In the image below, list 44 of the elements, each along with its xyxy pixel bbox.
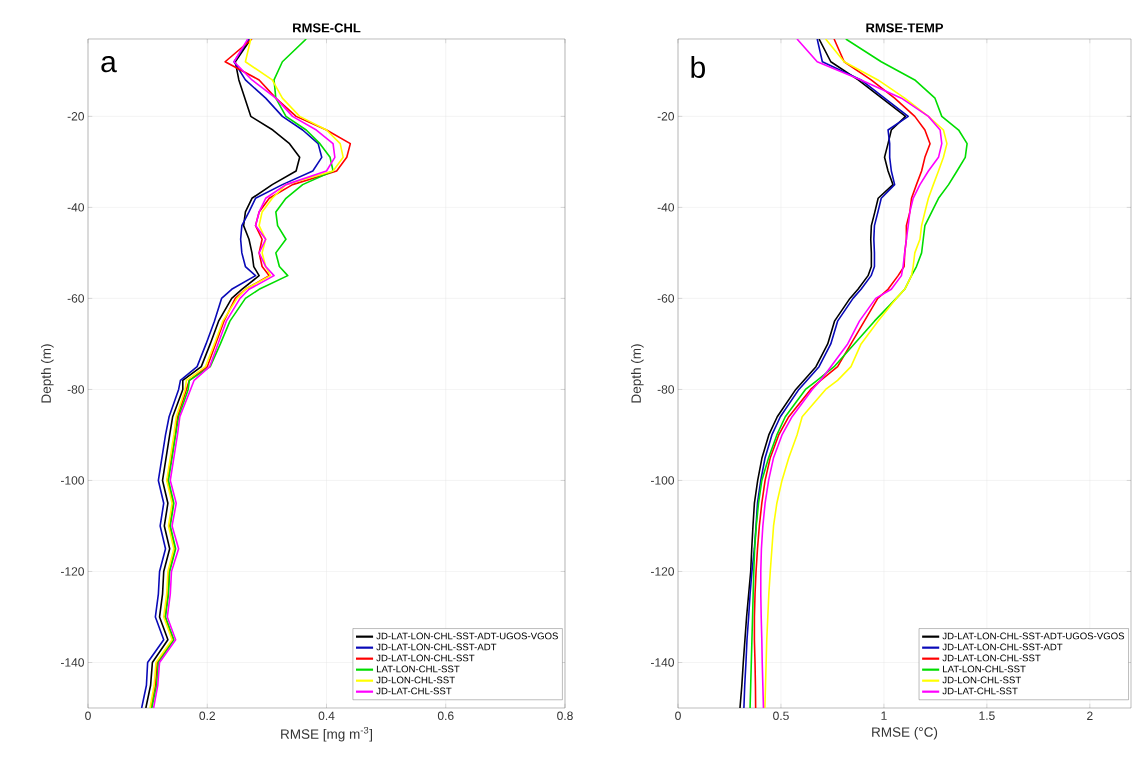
x-tick-label: 0.6 [437, 711, 454, 721]
x-axis-title: RMSE [mg m$^{-3}$] [281, 726, 372, 742]
y-tick-label: -80 [657, 385, 675, 394]
y-tick-label: -60 [657, 294, 675, 303]
chart-title: RMSE-TEMP [866, 23, 944, 33]
chart-title: RMSE-CHL [293, 23, 361, 33]
y-tick-label: -80 [67, 385, 84, 394]
y-tick-label: -20 [67, 112, 84, 121]
annotation: b [691, 55, 705, 78]
legend-label: JD-LAT-CHL-SST [942, 687, 1018, 695]
legend-label: LAT-LON-CHL-SST [943, 665, 1026, 673]
legend-label: JD-LAT-LON-CHL-SST-ADT-UGOS-VGOS [376, 632, 558, 640]
x-tick-label: 0.4 [318, 711, 335, 721]
y-tick-label: -120 [650, 567, 675, 576]
x-tick-label: 0 [85, 711, 91, 721]
y-tick-label: -40 [657, 203, 675, 212]
y-tick-label: -120 [60, 567, 84, 576]
y-tick-label: -20 [657, 112, 675, 121]
legend-label: JD-LAT-LON-CHL-SST [942, 654, 1041, 662]
legend-label: JD-LAT-LON-CHL-SST-ADT-UGOS-VGOS [942, 632, 1125, 640]
legend-label: JD-LON-CHL-SST [376, 676, 455, 684]
y-tick-label: -140 [60, 658, 84, 667]
annotation: a [101, 55, 117, 73]
x-tick-label: 0.5 [773, 711, 789, 721]
legend-label: JD-LAT-LON-CHL-SST-ADT [376, 643, 497, 651]
x-tick-label: 0.8 [557, 711, 573, 721]
y-tick-label: -100 [650, 476, 675, 485]
legend-label: LAT-LON-CHL-SST [376, 665, 460, 673]
y-axis-title: Depth (m) [631, 344, 644, 403]
legend-label: JD-LAT-CHL-SST [376, 687, 452, 695]
x-tick-label: 0.2 [199, 711, 215, 721]
y-tick-label: -140 [650, 658, 675, 667]
legend-label: JD-LAT-LON-CHL-SST [376, 654, 475, 662]
y-axis-title: Depth (m) [41, 344, 54, 403]
x-tick-label: 1 [881, 711, 887, 720]
y-tick-label: -40 [67, 203, 84, 212]
legend-label: JD-LON-CHL-SST [942, 676, 1022, 684]
x-tick-label: 2 [1087, 711, 1093, 720]
y-tick-label: -100 [60, 476, 84, 485]
x-tick-label: 1.5 [979, 711, 995, 720]
x-axis-title: RMSE (°C) [872, 726, 938, 740]
legend-label: JD-LAT-LON-CHL-SST-ADT [942, 643, 1063, 651]
y-tick-label: -60 [67, 294, 84, 303]
x-tick-label: 0 [675, 711, 681, 721]
